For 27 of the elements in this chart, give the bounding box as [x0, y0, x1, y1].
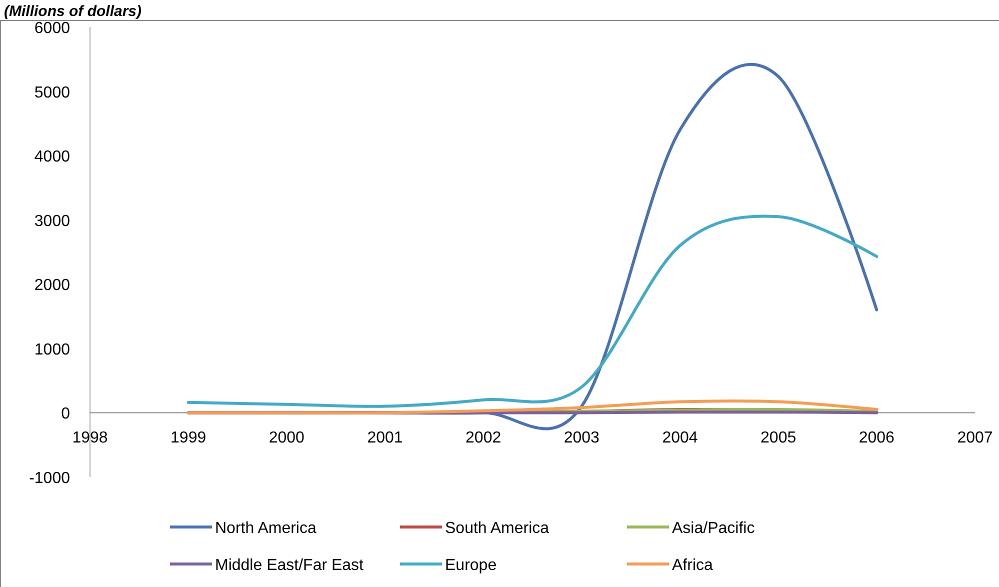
line-series — [186, 214, 878, 408]
legend-label: Africa — [672, 557, 713, 574]
legend-label: Asia/Pacific — [672, 520, 755, 537]
x-tick-label: 2005 — [760, 430, 796, 447]
y-tick-label: 3000 — [34, 212, 70, 230]
x-tick-label: 2003 — [564, 430, 600, 447]
legend-label: Middle East/Far East — [215, 557, 364, 574]
y-tick-label: 0 — [61, 406, 70, 423]
x-tick-label: 2001 — [367, 430, 403, 447]
line-series — [186, 399, 878, 414]
x-tick-label: 1999 — [170, 430, 206, 447]
legend-label: North America — [215, 520, 316, 537]
y-tick-label: 2000 — [34, 277, 70, 294]
x-tick-label: 2004 — [662, 430, 698, 447]
x-tick-label: 2007 — [957, 430, 993, 447]
y-tick-label: -1000 — [29, 470, 70, 487]
y-tick-label: 6000 — [34, 20, 70, 37]
y-tick-label: 4000 — [34, 148, 70, 166]
chart-title: (Millions of dollars) — [4, 3, 142, 20]
x-tick-label: 2002 — [466, 430, 502, 447]
y-tick-label: 5000 — [34, 84, 70, 102]
x-tick-label: 1998 — [72, 430, 108, 447]
y-tick-label: 1000 — [34, 341, 70, 358]
x-tick-label: 2006 — [858, 430, 895, 447]
x-tick-label: 2000 — [268, 430, 305, 447]
legend-label: South America — [445, 520, 550, 537]
legend-label: Europe — [445, 557, 497, 574]
